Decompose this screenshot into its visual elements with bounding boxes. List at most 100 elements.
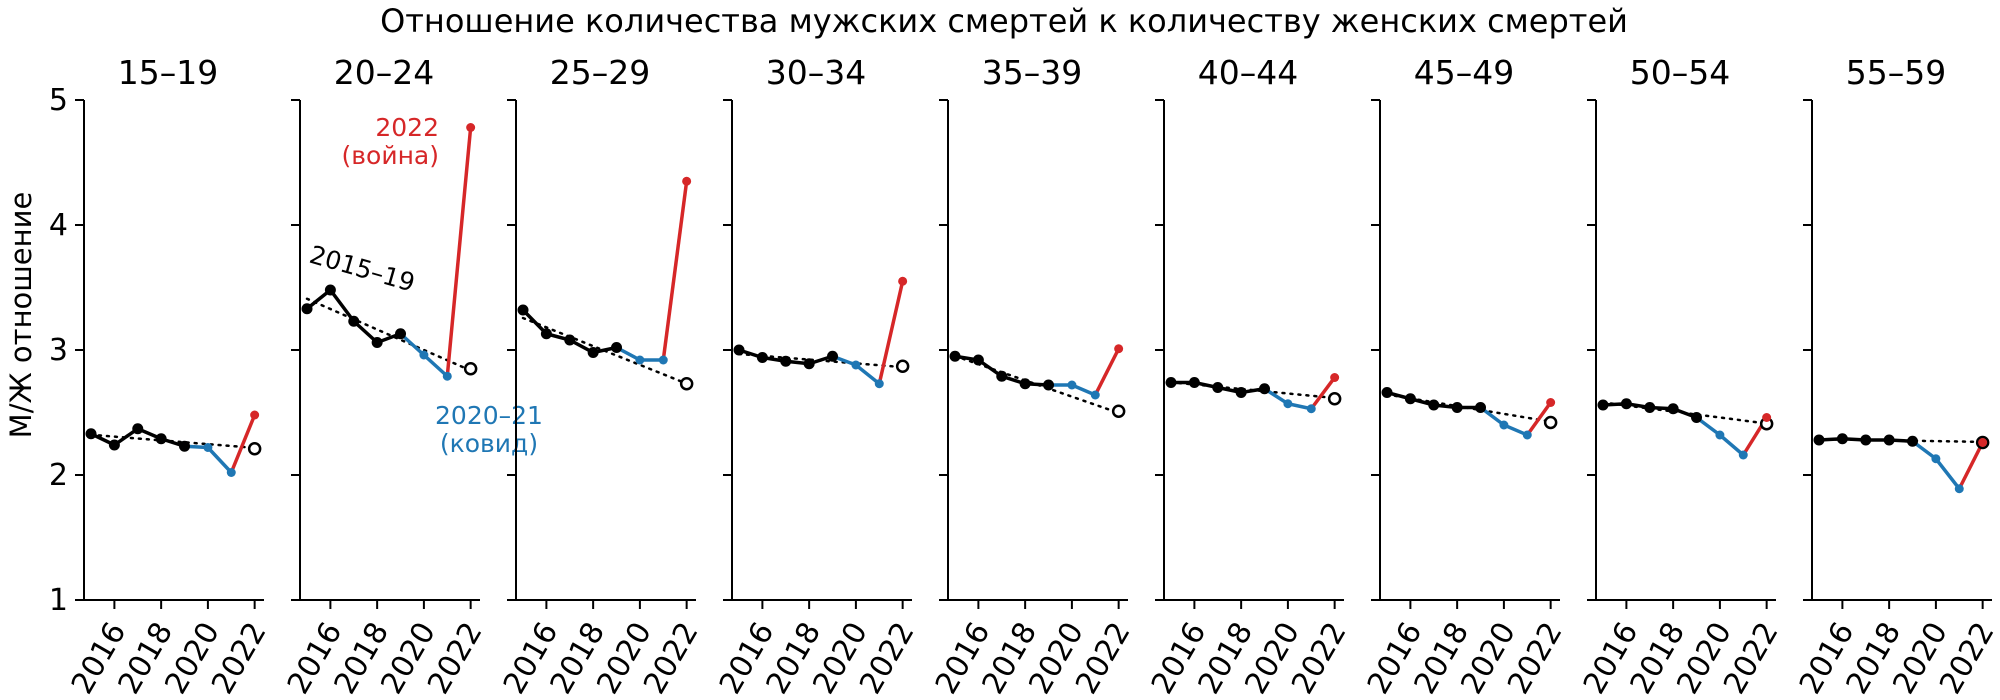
data-point-2022	[1978, 438, 1988, 447]
y-tick-label: 1	[49, 583, 68, 618]
data-point-2017	[132, 423, 144, 435]
annotation-baseline: 2015–19	[306, 240, 418, 298]
data-point-2019	[611, 342, 623, 353]
trend-line	[305, 297, 472, 372]
panel-title: 55–59	[1846, 53, 1946, 92]
series-war-line	[1309, 376, 1337, 410]
data-point-2017	[780, 355, 792, 367]
data-point-2016	[756, 352, 768, 363]
data-point-2020	[1715, 430, 1725, 440]
data-point-2019	[1259, 383, 1271, 395]
data-point-2019	[1475, 402, 1487, 413]
y-tick-label: 2	[49, 458, 68, 493]
data-point-2021	[1954, 484, 1964, 494]
data-point-2021	[1522, 430, 1532, 440]
data-point-2022	[1546, 398, 1556, 407]
data-point-2015	[301, 303, 313, 315]
data-point-2021	[874, 379, 884, 389]
expected-2022-marker	[463, 362, 478, 376]
data-point-2018	[1235, 387, 1247, 398]
data-point-2022	[1762, 413, 1772, 422]
data-point-2019	[1043, 379, 1055, 391]
chart-title: Отношение количества мужских смертей к к…	[380, 2, 1628, 40]
expected-2022-marker	[1327, 392, 1342, 406]
panel-title: 25–29	[550, 53, 650, 92]
data-point-2016	[1620, 398, 1632, 410]
data-point-2021	[658, 355, 668, 365]
y-tick-label: 3	[49, 333, 68, 368]
series-baseline-line	[521, 308, 617, 355]
series-covid-line	[1911, 439, 1961, 490]
panel-title: 50–54	[1630, 53, 1730, 92]
data-point-2017	[1428, 399, 1440, 411]
data-point-2018	[587, 347, 599, 358]
data-point-2017	[1644, 402, 1656, 413]
data-point-2022	[898, 276, 908, 286]
panel-title: 20–24	[334, 53, 434, 92]
data-point-2017	[1860, 434, 1872, 446]
data-point-2018	[1883, 434, 1895, 446]
data-point-2021	[442, 371, 452, 381]
data-point-2015	[1165, 377, 1177, 388]
annotation-war: (война)	[342, 141, 439, 170]
data-point-2015	[517, 304, 529, 316]
data-point-2016	[540, 328, 552, 340]
data-point-2020	[1931, 454, 1941, 464]
series-war-line	[877, 280, 905, 385]
data-point-2019	[179, 440, 191, 452]
expected-2022-marker	[895, 359, 910, 373]
annotation-covid: (ковид)	[440, 429, 538, 458]
data-point-2019	[1907, 435, 1919, 447]
data-point-2022	[682, 176, 692, 186]
y-axis-label: М/Ж отношение	[4, 192, 38, 439]
data-point-2016	[1404, 393, 1416, 405]
trend-line	[953, 354, 1120, 415]
series-war-line	[1525, 401, 1553, 437]
data-point-2021	[1090, 390, 1100, 400]
expected-2022-marker	[1111, 404, 1126, 418]
data-point-2016	[108, 439, 120, 451]
data-point-2021	[1306, 404, 1316, 414]
data-point-2016	[1188, 377, 1200, 388]
data-point-2020	[1283, 399, 1293, 409]
data-point-2019	[395, 328, 407, 340]
data-point-2020	[203, 443, 213, 452]
data-point-2015	[733, 344, 745, 356]
data-point-2020	[1067, 380, 1077, 390]
data-point-2019	[1691, 412, 1703, 423]
data-point-2015	[1381, 387, 1393, 398]
data-point-2017	[348, 315, 360, 327]
data-point-2018	[803, 358, 815, 370]
data-point-2018	[1019, 378, 1031, 390]
panel-title: 15–19	[118, 53, 218, 92]
data-point-2021	[226, 468, 236, 477]
data-point-2018	[1451, 402, 1463, 413]
data-point-2016	[1836, 433, 1848, 445]
panel-20–24: 20–2420162018202020222022(война)2020–21(…	[281, 53, 543, 700]
expected-2022-marker	[679, 377, 694, 391]
data-point-2022	[1114, 344, 1124, 354]
data-point-2015	[949, 350, 961, 362]
data-point-2020	[851, 360, 861, 370]
series-war-line	[229, 414, 257, 474]
annotation-covid: 2020–21	[435, 401, 543, 430]
series-war-line	[1957, 441, 1985, 490]
data-point-2022	[1330, 373, 1340, 382]
y-tick-label: 4	[49, 208, 68, 243]
expected-2022-marker	[247, 442, 262, 456]
data-point-2015	[1597, 399, 1609, 411]
series-war-line	[661, 181, 689, 361]
data-point-2022	[250, 410, 260, 420]
panel-title: 35–39	[982, 53, 1082, 92]
data-point-2019	[827, 350, 839, 362]
panel-title: 30–34	[766, 53, 866, 92]
panels-group: 15–1912345201620182020202220–24201620182…	[49, 53, 2000, 700]
